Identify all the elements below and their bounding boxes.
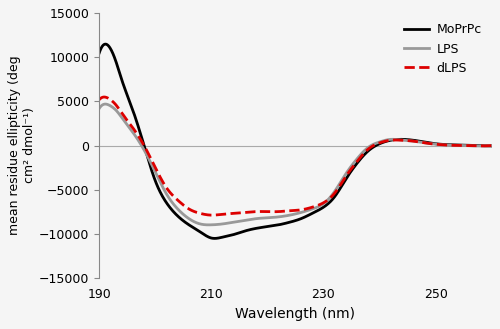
- LPS: [121, 118, 127, 122]
- MoPrPc: [336, 189, 342, 193]
- dLPS: [435, 142, 441, 146]
- MoPrPc: [102, 42, 108, 46]
- LPS: [435, 142, 441, 146]
- dLPS: [96, 98, 102, 102]
- dLPS: [347, 168, 353, 172]
- dLPS: [101, 95, 107, 99]
- LPS: [395, 138, 401, 142]
- LPS: [96, 107, 102, 111]
- Line: MoPrPc: MoPrPc: [99, 44, 491, 239]
- LPS: [347, 165, 353, 169]
- MoPrPc: [121, 84, 127, 88]
- MoPrPc: [96, 51, 102, 55]
- MoPrPc: [395, 138, 401, 141]
- Legend: MoPrPc, LPS, dLPS: MoPrPc, LPS, dLPS: [400, 20, 486, 79]
- dLPS: [209, 213, 215, 217]
- dLPS: [121, 114, 127, 118]
- LPS: [488, 143, 494, 147]
- LPS: [336, 184, 342, 188]
- MoPrPc: [212, 237, 218, 240]
- MoPrPc: [488, 144, 494, 148]
- LPS: [325, 198, 331, 202]
- Y-axis label: mean residue ellipticity (deg
cm² dmol⁻¹): mean residue ellipticity (deg cm² dmol⁻¹…: [8, 56, 36, 235]
- LPS: [206, 223, 212, 227]
- dLPS: [336, 186, 342, 190]
- Line: dLPS: dLPS: [99, 97, 491, 215]
- dLPS: [325, 198, 331, 202]
- X-axis label: Wavelength (nm): Wavelength (nm): [236, 307, 356, 321]
- MoPrPc: [325, 202, 331, 206]
- LPS: [102, 102, 108, 106]
- MoPrPc: [435, 142, 441, 146]
- MoPrPc: [347, 170, 353, 174]
- dLPS: [395, 138, 401, 142]
- dLPS: [488, 143, 494, 147]
- Line: LPS: LPS: [99, 104, 491, 225]
